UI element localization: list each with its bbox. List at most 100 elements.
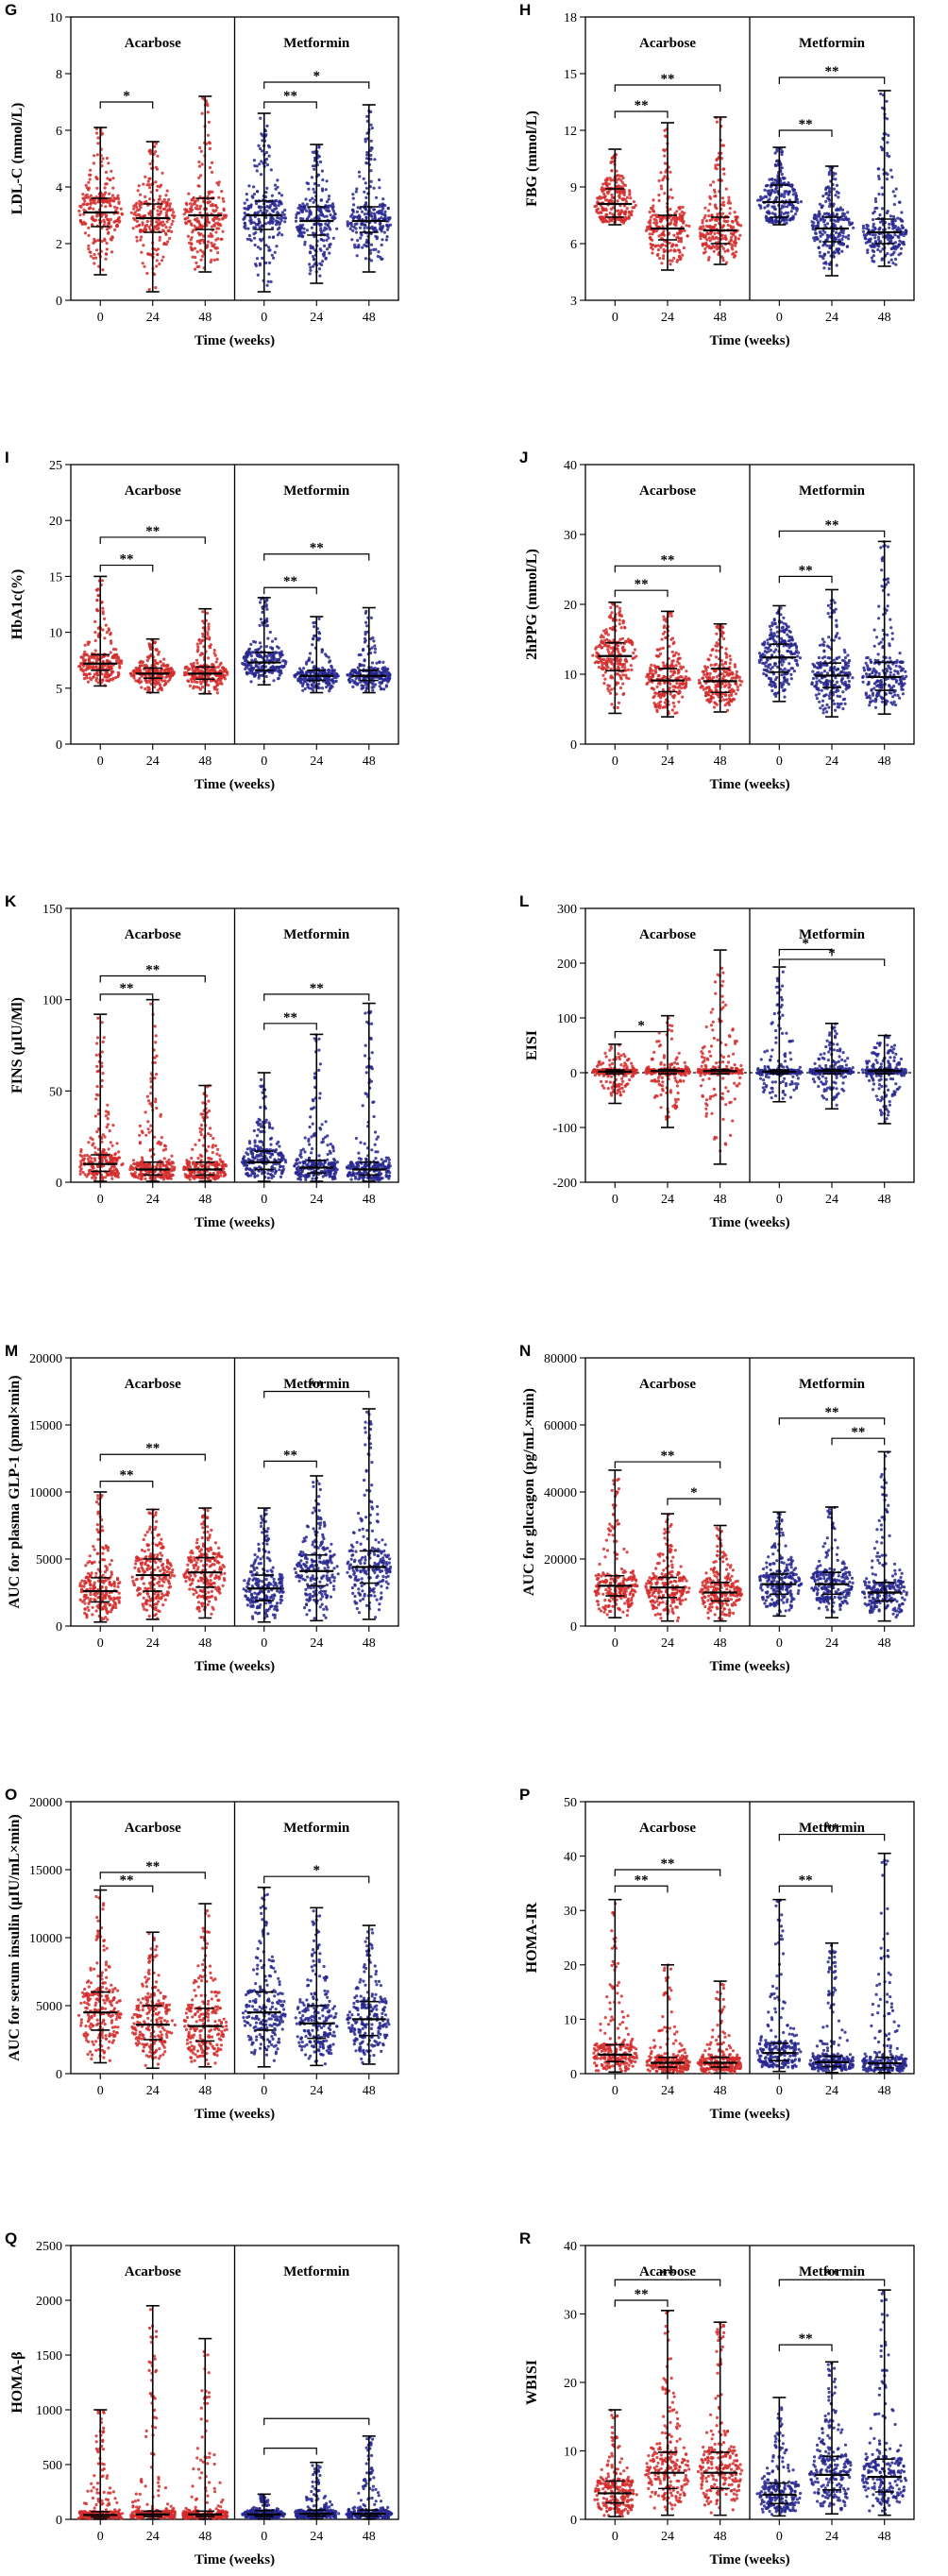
data-point <box>134 679 138 683</box>
data-point <box>364 241 368 245</box>
data-point <box>107 627 110 631</box>
y-tick-label: 12 <box>564 125 577 139</box>
data-point <box>323 250 327 254</box>
data-point <box>364 140 367 144</box>
data-point <box>216 221 220 225</box>
data-point <box>107 221 110 226</box>
data-point <box>263 212 267 215</box>
data-point <box>252 185 256 189</box>
data-point <box>682 246 686 250</box>
data-point <box>115 656 119 660</box>
data-point <box>364 609 368 614</box>
data-point <box>148 197 152 201</box>
data-point <box>325 200 330 204</box>
data-point <box>110 169 113 173</box>
data-point <box>377 217 381 221</box>
data-point <box>147 288 151 292</box>
data-point <box>328 243 331 246</box>
data-point <box>837 191 840 195</box>
data-point <box>736 215 739 219</box>
data-point <box>77 665 81 669</box>
data-point <box>727 198 731 202</box>
data-point <box>93 252 96 257</box>
data-point <box>680 675 684 679</box>
data-point <box>264 645 268 649</box>
data-point <box>388 216 392 220</box>
data-point <box>109 633 112 636</box>
data-point <box>144 686 147 691</box>
data-point <box>791 187 795 191</box>
data-point <box>369 259 374 263</box>
data-point <box>609 614 613 618</box>
data-point <box>320 648 325 652</box>
data-point <box>780 206 784 210</box>
data-point <box>96 142 100 145</box>
data-point <box>117 200 121 204</box>
data-point <box>318 274 322 278</box>
x-tick-label: 0 <box>776 311 783 325</box>
data-point <box>346 220 349 224</box>
data-point <box>601 673 605 677</box>
data-point <box>170 222 174 227</box>
data-point <box>190 222 194 226</box>
data-point <box>313 217 316 221</box>
data-point <box>300 230 304 234</box>
data-point <box>82 212 86 216</box>
data-point <box>278 651 281 655</box>
data-point <box>140 250 144 254</box>
data-point <box>255 164 259 168</box>
data-point <box>353 243 357 246</box>
data-point <box>294 219 298 223</box>
data-point <box>699 231 703 235</box>
data-point <box>369 616 373 619</box>
data-point <box>649 206 653 211</box>
data-point <box>101 679 105 683</box>
data-point <box>193 199 196 203</box>
data-point <box>616 185 619 189</box>
data-point <box>311 660 314 664</box>
data-point <box>216 251 220 255</box>
data-point <box>89 168 93 172</box>
data-point <box>351 229 355 232</box>
data-point <box>247 647 251 651</box>
data-point <box>672 704 676 708</box>
data-point <box>661 225 665 229</box>
data-point <box>702 225 705 229</box>
data-point <box>730 219 735 223</box>
data-point <box>769 194 772 197</box>
data-point <box>283 220 287 224</box>
data-point <box>889 168 893 172</box>
data-point <box>732 255 736 259</box>
data-point <box>269 219 274 224</box>
data-point <box>305 202 310 206</box>
data-point <box>687 678 691 682</box>
data-point <box>594 647 598 651</box>
data-point <box>368 185 372 189</box>
data-point <box>355 210 359 213</box>
data-point <box>109 217 112 221</box>
data-point <box>714 669 718 673</box>
data-point <box>257 217 261 221</box>
data-point <box>847 233 851 238</box>
data-point <box>609 198 613 202</box>
data-point <box>676 660 680 664</box>
data-point <box>355 254 359 258</box>
data-point <box>611 156 615 160</box>
data-point <box>119 207 123 211</box>
data-point <box>300 684 305 688</box>
data-point <box>256 211 261 214</box>
data-point <box>257 670 261 675</box>
data-point <box>626 668 631 672</box>
data-point <box>876 235 881 239</box>
data-point <box>619 677 623 681</box>
data-point <box>685 681 688 685</box>
data-point <box>352 668 356 672</box>
data-point <box>733 211 736 214</box>
data-point <box>280 233 284 237</box>
data-point <box>621 673 625 677</box>
data-point <box>173 214 177 218</box>
data-point <box>380 243 383 246</box>
data-point <box>88 178 92 181</box>
data-point <box>199 258 203 262</box>
data-point <box>602 192 606 195</box>
